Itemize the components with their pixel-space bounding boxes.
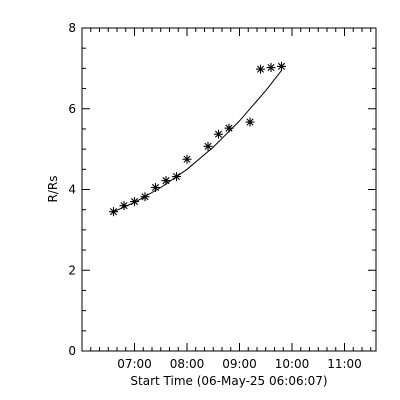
asterisk-stroke [172,173,181,181]
y-tick-label: 2 [68,263,76,277]
data-point [182,154,192,164]
data-points [109,61,286,217]
asterisk-stroke [151,183,160,192]
asterisk-stroke [130,198,139,206]
x-tick-label: 09:00 [222,357,257,371]
data-point [214,129,223,139]
asterisk-stroke [277,62,286,70]
y-tick-label: 4 [68,183,76,197]
data-point [256,64,265,74]
y-axis-tick-labels: 0 2 4 6 8 [68,21,76,358]
data-point [151,182,160,192]
asterisk-stroke [183,155,191,163]
y-tick-label: 0 [68,344,76,358]
asterisk-stroke [162,177,170,185]
asterisk-stroke [141,193,149,201]
data-point [109,207,118,217]
data-point [224,123,234,133]
asterisk-stroke [225,124,233,132]
asterisk-stroke [120,202,128,210]
x-axis-tick-labels: 07:00 08:00 09:00 10:00 11:00 [117,357,362,371]
x-tick-label: 07:00 [117,357,152,371]
y-tick-label: 8 [68,21,76,35]
y-tick-label: 6 [68,102,76,116]
asterisk-stroke [204,142,212,150]
data-point [245,117,255,127]
asterisk-stroke [214,130,223,138]
data-point [277,61,286,71]
asterisk-stroke [267,63,275,72]
data-point [130,197,139,207]
x-axis-label: Start Time (06-May-25 06:06:07) [130,374,327,388]
asterisk-stroke [246,118,254,126]
data-point [203,141,213,151]
x-tick-label: 08:00 [170,357,205,371]
fit-curve [113,70,282,213]
x-tick-label: 10:00 [275,357,310,371]
data-point [140,192,150,202]
x-tick-label: 11:00 [327,357,362,371]
plot-frame [81,27,377,352]
x-axis-ticks [90,28,372,351]
data-point [119,201,129,211]
y-axis-label: R/Rs [46,176,60,203]
data-point [172,172,181,182]
data-point [266,63,276,73]
y-axis-ticks [82,27,376,352]
asterisk-stroke [109,208,118,216]
asterisk-stroke [256,65,265,73]
data-point [161,176,171,186]
